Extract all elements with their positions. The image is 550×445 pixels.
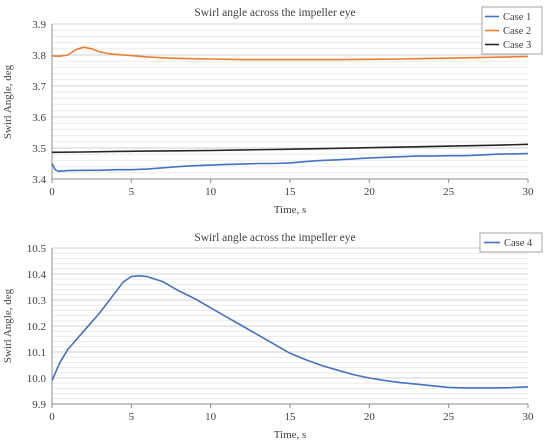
y-tick-label: 3.8	[32, 50, 46, 62]
chart-bottom-lines	[51, 274, 529, 389]
x-tick-label: 20	[364, 411, 376, 423]
chart-top: Swirl angle across the impeller eye Swir…	[2, 6, 543, 216]
legend-label-case-2: Case 2	[503, 26, 531, 37]
x-tick-label: 10	[205, 186, 217, 198]
y-tick-label: 3.5	[32, 143, 46, 155]
chart-bottom-legend: Case 4	[479, 232, 543, 253]
chart-bottom: Swirl angle across the impeller eye Swir…	[2, 232, 543, 441]
series-line-case-1	[51, 152, 529, 173]
x-tick-label: 0	[49, 186, 55, 198]
x-tick-label: 25	[443, 411, 455, 423]
y-tick-label: 10.1	[27, 347, 46, 359]
chart-bottom-legend-box	[479, 232, 543, 253]
x-tick-label: 25	[443, 186, 455, 198]
chart-bottom-title: Swirl angle across the impeller eye	[194, 232, 355, 244]
series-line-case-2	[51, 46, 529, 61]
chart-top-ticks: 3.4 3.5 3.6 3.7 3.8 3.9 0 5 10 15 20 25 30	[32, 19, 534, 198]
chart-top-xlabel: Time, s	[274, 204, 307, 216]
x-tick-label: 5	[129, 186, 135, 198]
chart-bottom-ylabel: Swirl Angle, deg	[2, 288, 14, 363]
y-tick-label: 3.6	[32, 112, 46, 124]
series-line-case-4	[51, 274, 529, 389]
chart-bottom-xlabel: Time, s	[274, 429, 307, 441]
y-tick-label: 9.9	[32, 399, 46, 411]
x-tick-label: 15	[285, 411, 297, 423]
y-tick-label: 3.7	[32, 81, 46, 93]
x-tick-label: 30	[523, 186, 535, 198]
y-tick-label: 10.4	[27, 269, 47, 281]
y-tick-label: 3.9	[32, 19, 46, 31]
chart-top-grid	[52, 23, 528, 180]
y-tick-label: 10.3	[27, 295, 47, 307]
legend-label-case-1: Case 1	[503, 12, 531, 23]
x-tick-label: 0	[49, 411, 55, 423]
chart-top-lines	[51, 46, 529, 173]
y-tick-label: 10.5	[27, 243, 47, 255]
chart-bottom-ticks: 9.9 10.0 10.1 10.2 10.3 10.4 10.5 0 5 10 15 20 25 30	[27, 243, 534, 423]
legend-label-case-4: Case 4	[504, 238, 533, 249]
chart-top-ylabel: Swirl Angle, deg	[2, 64, 14, 139]
chart-top-legend: Case 1 Case 2 Case 3	[481, 6, 543, 55]
x-tick-label: 15	[285, 186, 297, 198]
x-tick-label: 10	[205, 411, 217, 423]
x-tick-label: 30	[523, 411, 535, 423]
x-tick-label: 5	[129, 411, 135, 423]
chart-top-title: Swirl angle across the impeller eye	[194, 7, 355, 19]
legend-label-case-3: Case 3	[503, 40, 531, 51]
y-tick-label: 10.2	[27, 321, 46, 333]
y-tick-label: 3.4	[32, 174, 46, 186]
x-tick-label: 20	[364, 186, 376, 198]
y-tick-label: 10.0	[27, 373, 47, 385]
chart-bottom-grid	[52, 247, 528, 405]
series-line-case-3	[51, 143, 529, 154]
